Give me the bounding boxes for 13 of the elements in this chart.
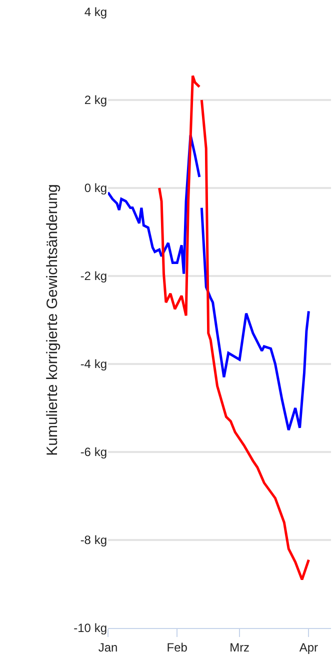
y-tick-label: -6 kg [80,445,107,460]
y-tick-label: -8 kg [80,533,107,548]
x-tick-label: Mrz [230,640,250,654]
x-tick-label: Feb [166,640,188,654]
x-tick-label: Jan [98,640,118,654]
y-tick-label: 0 kg [84,181,107,196]
y-tick-label: 2 kg [84,93,107,108]
y-tick-label: 4 kg [84,5,107,20]
y-tick-label: -2 kg [80,269,107,284]
x-tick-label: Apr [299,640,318,654]
y-tick-label: -4 kg [80,357,107,372]
y-tick-label: -10 kg [74,621,107,636]
y-axis-title: Kumulierte korrigierte Gewichtsänderung [44,184,61,456]
